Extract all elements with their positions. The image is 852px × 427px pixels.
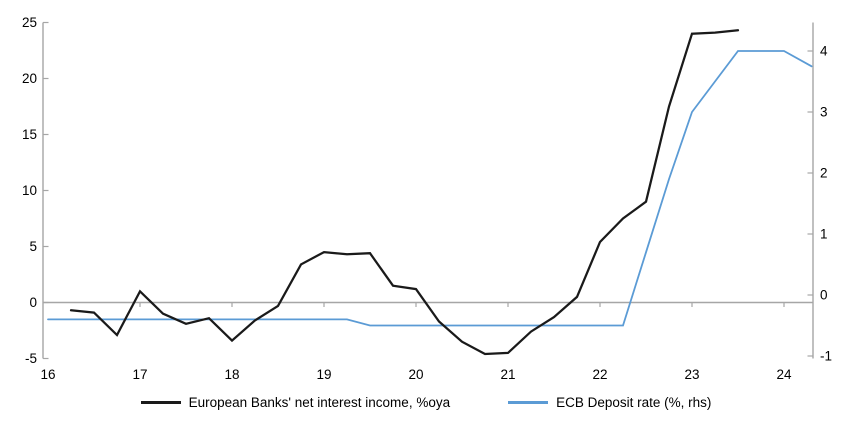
x-axis-tick-label: 19 [316, 367, 331, 382]
ecb-series-line [47, 50, 813, 327]
left-axis-tick-label: 5 [29, 239, 37, 254]
left-axis-tick-label: 10 [22, 183, 37, 198]
x-axis-tick-label: 23 [684, 367, 699, 382]
ecb-line-swatch [508, 401, 549, 404]
right-axis-tick-label: 4 [820, 44, 828, 59]
left-axis-tick-label: 20 [22, 71, 37, 86]
left-axis-tick-label: -5 [25, 351, 37, 366]
nii-series-line [69, 29, 740, 356]
x-axis-tick-label: 18 [224, 367, 239, 382]
x-axis-tick-label: 22 [592, 367, 607, 382]
x-axis-tick-label: 21 [500, 367, 515, 382]
left-axis-tick-label: 25 [22, 15, 37, 30]
legend-label-nii: European Banks' net interest income, %oy… [188, 395, 451, 410]
x-axis-tick-label: 17 [132, 367, 147, 382]
nii-line-swatch [140, 401, 181, 404]
right-axis-tick-label: -1 [820, 349, 832, 364]
legend-label-ecb: ECB Deposit rate (%, rhs) [556, 395, 712, 410]
right-axis-tick-label: 2 [820, 166, 828, 181]
x-axis-tick-label: 20 [408, 367, 423, 382]
legend-item-nii: European Banks' net interest income, %oy… [140, 395, 451, 410]
right-axis-tick-label: 1 [820, 227, 828, 242]
right-axis-tick-label: 3 [820, 105, 828, 120]
x-axis-tick-label: 24 [776, 367, 792, 382]
x-axis-tick-label: 16 [40, 367, 55, 382]
legend-item-ecb: ECB Deposit rate (%, rhs) [508, 395, 711, 410]
left-axis-tick-label: 15 [22, 127, 37, 142]
right-axis-tick-label: 0 [820, 288, 828, 303]
left-axis-tick-label: 0 [29, 295, 37, 310]
chart-legend: European Banks' net interest income, %oy… [0, 395, 852, 410]
